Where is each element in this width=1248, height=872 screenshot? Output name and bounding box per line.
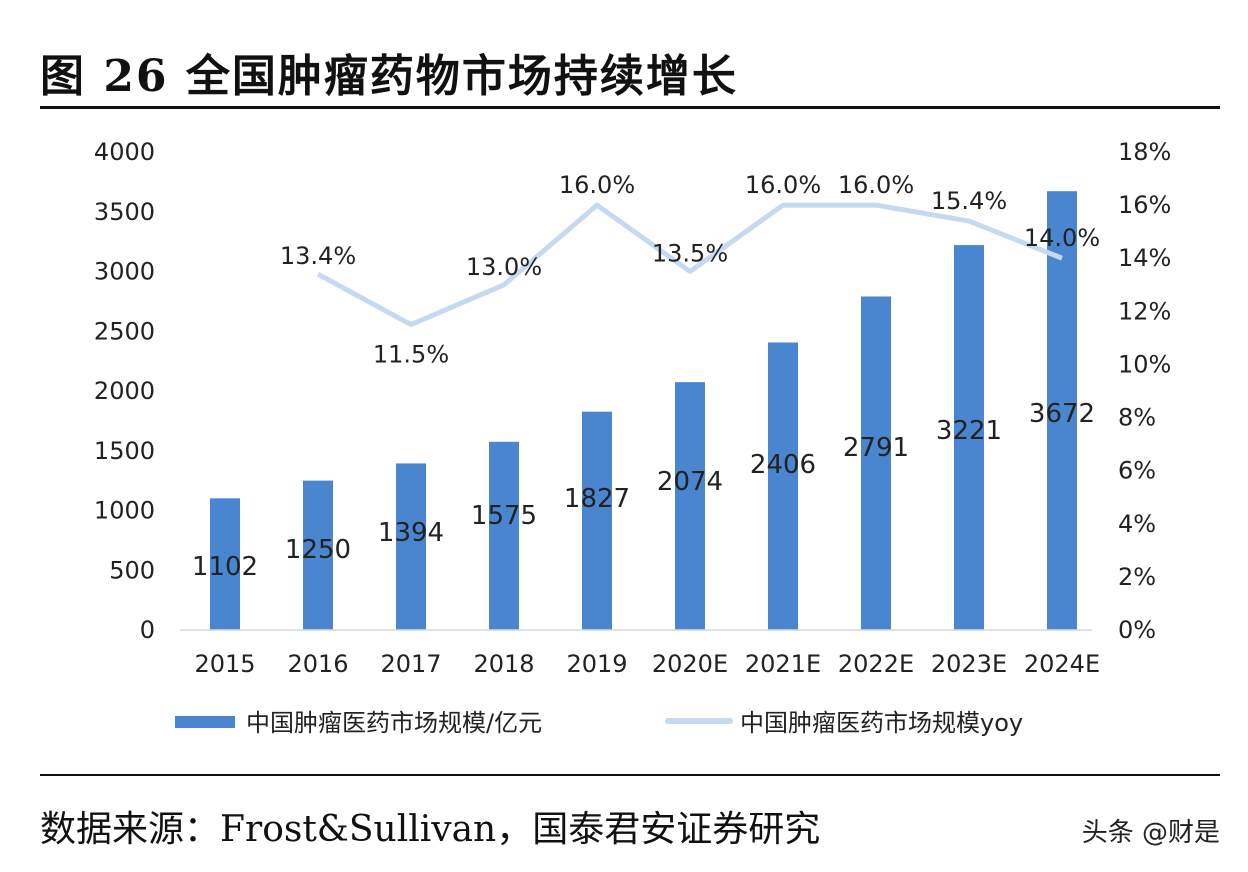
left-axis-tick: 2000 <box>94 377 155 405</box>
left-axis-tick: 1500 <box>94 437 155 465</box>
figure-title: 图 26 全国肿瘤药物市场持续增长 <box>40 51 738 102</box>
bar-data-label: 2074 <box>657 467 723 497</box>
right-axis-tick: 4% <box>1118 510 1156 538</box>
bar <box>861 296 891 630</box>
right-axis-tick: 6% <box>1118 457 1156 485</box>
bar-data-label: 3221 <box>936 416 1002 446</box>
right-axis-tick: 8% <box>1118 404 1156 432</box>
yoy-line <box>316 202 1063 328</box>
x-axis-tick: 2023E <box>931 650 1007 678</box>
left-axis-tick: 1000 <box>94 497 155 525</box>
bar <box>675 382 705 630</box>
bar <box>303 480 333 630</box>
bar-data-label: 3672 <box>1029 399 1095 429</box>
bar <box>582 411 612 630</box>
left-axis-tick: 0 <box>140 616 155 644</box>
bottom-rule <box>40 774 1220 776</box>
bar <box>768 342 798 630</box>
x-axis-tick: 2024E <box>1024 650 1100 678</box>
x-axis-tick: 2022E <box>838 650 914 678</box>
bar <box>489 441 519 630</box>
x-axis-tick: 2019 <box>566 650 627 678</box>
legend-line-label: 中国肿瘤医药市场规模yoy <box>740 709 1023 737</box>
yoy-data-label: 13.4% <box>280 242 356 270</box>
x-axis-tick: 2016 <box>287 650 348 678</box>
right-axis-tick: 16% <box>1118 191 1171 219</box>
yoy-data-label: 16.0% <box>559 171 635 199</box>
bar <box>954 245 984 630</box>
top-rule <box>40 106 1220 109</box>
source-note: 数据来源：Frost&Sullivan，国泰君安证券研究 <box>40 809 821 850</box>
left-axis-tick: 4000 <box>94 138 155 166</box>
right-axis-tick: 18% <box>1118 138 1171 166</box>
bar-data-label: 2406 <box>750 450 816 480</box>
yoy-data-label: 16.0% <box>838 171 914 199</box>
bar <box>210 498 240 630</box>
legend-bar-swatch <box>175 716 235 728</box>
bar-data-label: 1102 <box>192 552 258 582</box>
left-axis-tick: 500 <box>109 556 155 584</box>
left-axis-tick: 3000 <box>94 258 155 286</box>
x-axis-tick: 2020E <box>652 650 728 678</box>
right-axis-tick: 14% <box>1118 244 1171 272</box>
right-axis-tick: 12% <box>1118 297 1171 325</box>
bar-data-label: 1394 <box>378 518 444 548</box>
legend-bar-label: 中国肿瘤医药市场规模/亿元 <box>246 709 542 737</box>
x-axis-tick: 2015 <box>194 650 255 678</box>
left-axis-tick: 3500 <box>94 198 155 226</box>
yoy-data-label: 14.0% <box>1024 224 1100 252</box>
bar-data-label: 1827 <box>564 484 630 514</box>
right-axis-tick: 2% <box>1118 563 1156 591</box>
x-axis-tick: 2018 <box>473 650 534 678</box>
x-axis-tick: 2017 <box>380 650 441 678</box>
bar-data-label: 1250 <box>285 535 351 565</box>
left-axis-tick: 2500 <box>94 317 155 345</box>
right-axis-tick: 0% <box>1118 616 1156 644</box>
watermark: 头条 @财是 <box>1081 818 1220 848</box>
x-axis-tick: 2021E <box>745 650 821 678</box>
yoy-data-label: 13.5% <box>652 240 728 268</box>
bar-data-label: 2791 <box>843 433 909 463</box>
yoy-data-label: 13.0% <box>466 253 542 281</box>
yoy-data-label: 15.4% <box>931 187 1007 215</box>
bar <box>396 463 426 630</box>
yoy-data-label: 11.5% <box>373 341 449 369</box>
bar <box>1047 191 1077 631</box>
bar-data-label: 1575 <box>471 501 537 531</box>
yoy-data-label: 16.0% <box>745 171 821 199</box>
right-axis-tick: 10% <box>1118 350 1171 378</box>
